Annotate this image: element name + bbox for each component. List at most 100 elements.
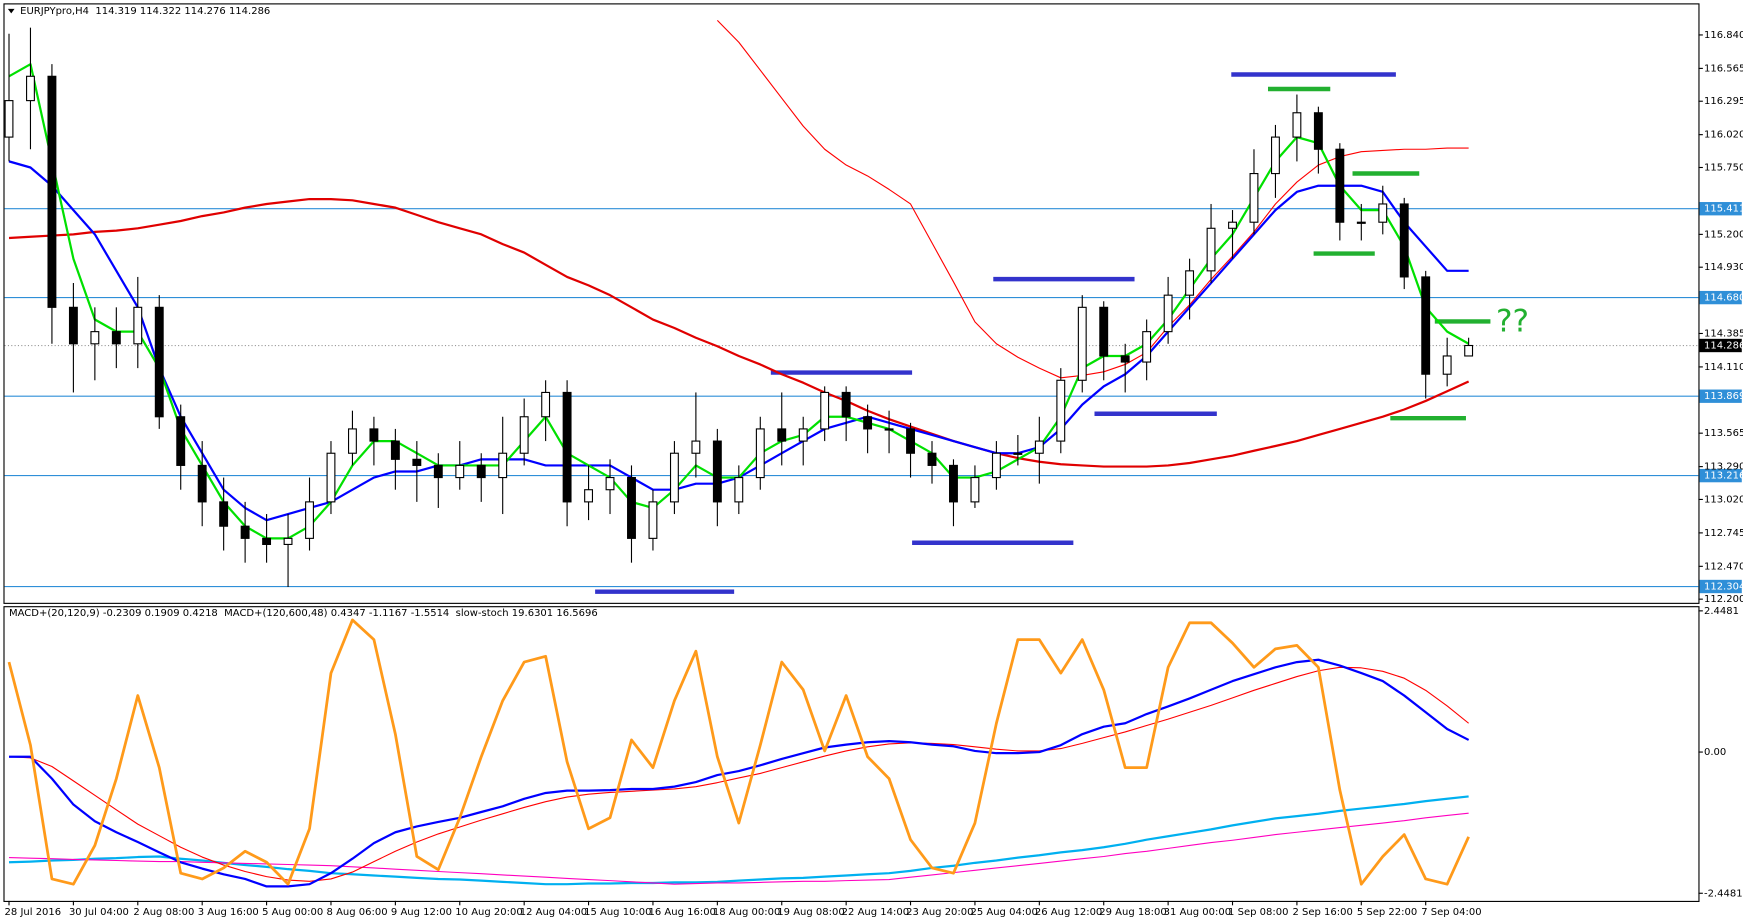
x-tick-label: 5 Sep 22:00 <box>1357 907 1417 918</box>
annotation-text: ?? <box>1496 304 1529 340</box>
y-tick-label: 113.565 <box>1704 428 1743 439</box>
x-tick-label: 12 Aug 04:00 <box>520 907 587 918</box>
x-tick-label: 8 Aug 06:00 <box>327 907 388 918</box>
y-tick-label: 2.4481 <box>1704 606 1739 617</box>
candle-body <box>1292 112 1302 138</box>
candle-body <box>541 391 551 418</box>
indicator-line <box>8 197 1470 468</box>
candle-body <box>1399 203 1409 278</box>
y-tick-label: 112.470 <box>1704 561 1743 572</box>
candle-body <box>970 477 980 503</box>
candle-body <box>1421 276 1431 375</box>
candle-body <box>712 440 722 503</box>
candle-body <box>390 440 400 460</box>
x-tick-label: 26 Aug 12:00 <box>1035 907 1102 918</box>
candle-body <box>1185 270 1195 296</box>
candle-body <box>691 440 701 454</box>
level-label: 114.680 <box>1704 293 1743 304</box>
x-tick-label: 2 Sep 16:00 <box>1292 907 1352 918</box>
indicator-line <box>8 812 1469 885</box>
level-label: 113.869 <box>1704 391 1743 402</box>
x-tick-label: 18 Aug 00:00 <box>713 907 780 918</box>
candle-body <box>1013 452 1023 455</box>
candle-body <box>305 501 314 539</box>
candle-body <box>927 452 937 466</box>
level-label: 112.304 <box>1704 582 1743 593</box>
indicator-panel <box>3 606 1700 902</box>
level-label: 115.411 <box>1704 204 1743 215</box>
candle-body <box>1378 203 1388 223</box>
candle-body <box>240 525 250 539</box>
indicator-line <box>8 795 1469 886</box>
candle-body <box>755 428 765 479</box>
candle-body <box>884 428 894 431</box>
candle-body <box>820 391 830 430</box>
candle-body <box>433 464 443 479</box>
y-tick-label: 114.385 <box>1704 328 1743 339</box>
candle-body <box>47 75 57 308</box>
candle-body <box>219 501 229 527</box>
candle-body <box>154 306 164 418</box>
y-tick-label: 113.020 <box>1704 494 1743 505</box>
y-tick-label: 113.290 <box>1704 462 1743 473</box>
candle-body <box>627 477 636 539</box>
candle-body <box>1356 221 1366 224</box>
candle-body <box>347 428 357 454</box>
candle-body <box>1228 221 1237 229</box>
candle-body <box>326 452 336 503</box>
candle-body <box>4 100 14 138</box>
level-label: 113.216 <box>1704 471 1743 482</box>
x-tick-label: 30 Jul 04:00 <box>69 907 129 918</box>
candle-body <box>949 464 958 503</box>
menu-triangle <box>7 8 15 14</box>
x-tick-label: 29 Aug 18:00 <box>1099 907 1166 918</box>
candle-body <box>1034 440 1044 454</box>
candle-body <box>90 331 100 345</box>
candle-body <box>1464 344 1474 357</box>
chart-title: EURJPYpro,H4 114.319 114.322 114.276 114… <box>20 6 270 17</box>
candle-body <box>262 537 272 545</box>
candle-body <box>841 391 851 418</box>
candle-body <box>1120 355 1130 363</box>
candle-body <box>1335 148 1345 223</box>
x-tick-label: 15 Aug 10:00 <box>584 907 651 918</box>
candle-body <box>176 416 186 466</box>
candle-body <box>584 489 594 503</box>
candle-body <box>1249 173 1259 223</box>
level-label-bg <box>1699 290 1742 305</box>
candle-body <box>648 501 658 539</box>
x-tick-label: 10 Aug 20:00 <box>455 907 522 918</box>
x-tick-label: 3 Aug 16:00 <box>198 907 259 918</box>
candle-body <box>476 464 486 479</box>
x-tick-label: 9 Aug 12:00 <box>391 907 452 918</box>
candle-body <box>798 428 808 442</box>
current-price-label: 114.286 <box>1704 341 1743 352</box>
y-tick-label: 114.110 <box>1704 362 1743 373</box>
candle-body <box>1056 379 1066 442</box>
x-tick-label: 2 Aug 08:00 <box>133 907 194 918</box>
candle-body <box>777 428 787 442</box>
candle-body <box>906 428 915 454</box>
candle-body <box>133 306 143 345</box>
level-label-bg <box>1699 468 1742 483</box>
price-panel <box>3 3 1700 604</box>
y-tick-label: 115.200 <box>1704 229 1743 240</box>
candle-body <box>519 416 529 454</box>
candle-body <box>412 458 422 466</box>
y-tick-label: 112.200 <box>1704 594 1743 605</box>
y-tick-label: 116.565 <box>1704 63 1743 74</box>
candle-body <box>734 477 744 503</box>
candle-body <box>498 452 508 479</box>
candle-body <box>1442 355 1452 375</box>
indicator-title: MACD+(20,120,9) -0.2309 0.1909 0.4218 MA… <box>9 608 598 619</box>
y-tick-label: 114.930 <box>1704 262 1743 273</box>
x-tick-label: 19 Aug 08:00 <box>777 907 844 918</box>
x-tick-label: 1 Sep 08:00 <box>1228 907 1288 918</box>
indicator-line <box>7 618 1470 886</box>
candle-body <box>283 537 293 545</box>
y-tick-label: 116.295 <box>1704 96 1743 107</box>
candle-body <box>991 452 1001 479</box>
candle-body <box>562 391 572 503</box>
